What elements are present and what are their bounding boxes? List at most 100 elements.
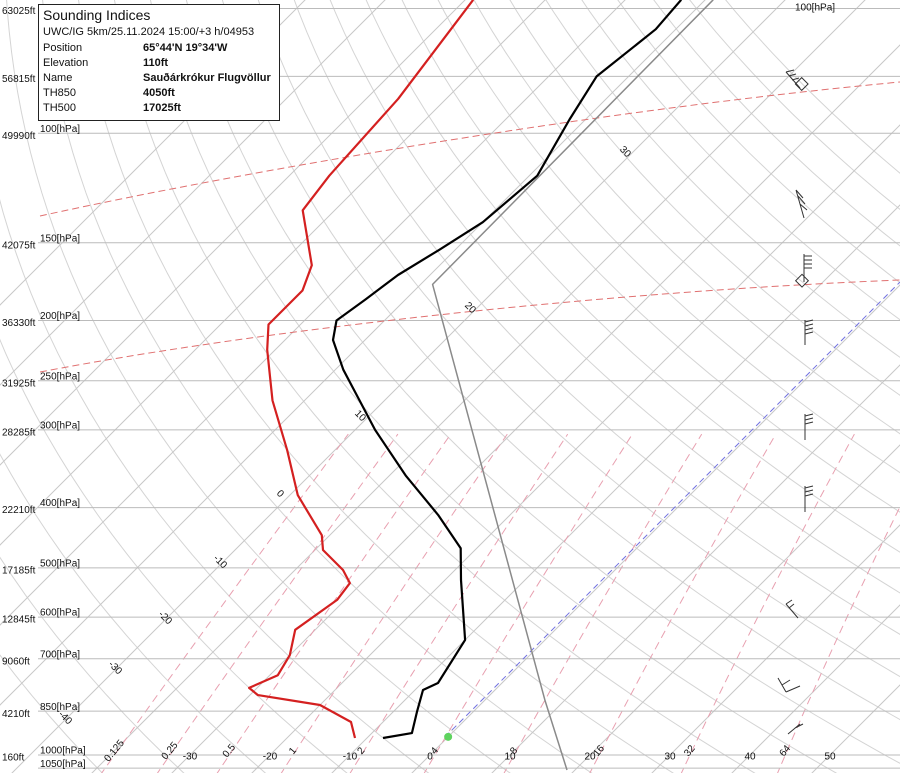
- isotherm-label: 50: [824, 752, 836, 763]
- isotherm-line: [731, 604, 900, 773]
- isobar-label: 100[hPa]: [40, 124, 80, 135]
- wind-barb: [804, 319, 814, 345]
- mixing-ratio-line: [280, 433, 508, 773]
- altitude-label: 49990ft: [2, 131, 36, 142]
- tropopause-curve: [39, 81, 900, 217]
- dry-adiabat: [329, 0, 900, 594]
- dry-adiabat: [0, 556, 185, 773]
- mixing-ratio-line: [777, 505, 900, 773]
- row: Elevation 110ft: [43, 56, 271, 71]
- altitude-label: 22210ft: [2, 505, 36, 516]
- isotherm-line: [491, 364, 900, 773]
- mixing-ratio-label: 64: [778, 743, 794, 759]
- isotherm-line: [0, 0, 546, 546]
- isotherm-line: [171, 44, 900, 773]
- profile-line: [331, 0, 683, 740]
- altitude-label: 9060ft: [2, 656, 30, 667]
- dry-adiabat: [473, 0, 900, 435]
- isobar-label: 1050[hPa]: [40, 759, 86, 770]
- isotherm-line: [411, 284, 900, 773]
- key: Elevation: [43, 56, 89, 69]
- adiabat-label: -30: [106, 659, 124, 677]
- dry-adiabat: [653, 0, 900, 247]
- lifted-line: [444, 281, 900, 738]
- isotherm-line: [11, 0, 786, 773]
- isotherm-line: [0, 0, 626, 626]
- isobar-label: 200[hPa]: [40, 311, 80, 322]
- dry-adiabat: [581, 0, 900, 321]
- isotherm-label: -10: [343, 752, 358, 763]
- label-layer: -30 -20 -10 0 10 20 30 40 500.125 0.25 0.5 1 2 4 8 16 32…: [2, 3, 836, 770]
- sounding-indices-box: Sounding Indices UWC/IG 5km/25.11.2024 1…: [38, 4, 280, 121]
- dry-adiabat: [689, 0, 900, 211]
- dry-adiabat: [437, 0, 900, 474]
- mixing-ratio-line: [589, 433, 777, 773]
- profile-line: [431, 0, 714, 771]
- mixing-ratio-label: 1: [287, 745, 299, 757]
- mixing-ratio-line: [423, 433, 633, 773]
- value: 110ft: [143, 56, 169, 69]
- key: TH500: [43, 101, 77, 114]
- wind-barb: [785, 599, 799, 619]
- box-title: Sounding Indices: [43, 7, 151, 23]
- dry-adiabat: [293, 0, 900, 635]
- altitude-label: 56815ft: [2, 74, 36, 85]
- altitude-label: 28285ft: [2, 428, 36, 439]
- mixing-ratio-line: [101, 433, 349, 773]
- adiabat-label: 20: [462, 300, 478, 316]
- dry-adiabat: [221, 0, 900, 721]
- wind-barb: [777, 677, 801, 693]
- isotherm-line: [571, 444, 900, 773]
- wind-barb: [795, 189, 808, 219]
- mixing-ratio-label: 2: [355, 745, 367, 757]
- altitude-label: 17185ft: [2, 565, 36, 576]
- isobar-label: 400[hPa]: [40, 498, 80, 509]
- mixing-ratio-line: [503, 433, 703, 773]
- isobar-label: 300[hPa]: [40, 421, 80, 432]
- altitude-label: 160ft: [2, 753, 24, 764]
- isobar-label: 500[hPa]: [40, 558, 80, 569]
- altitude-label: 31925ft: [2, 378, 36, 389]
- mixing-ratio-line: [680, 433, 855, 773]
- value: Sauðárkrókur Flugvöllur: [143, 71, 271, 84]
- mixing-ratio-line: [349, 433, 569, 773]
- altitude-label: 63025ft: [2, 6, 36, 17]
- key: TH850: [43, 86, 77, 99]
- wind-barb: [787, 723, 804, 735]
- box-subtitle: UWC/IG 5km/25.11.2024 15:00/+3 h/04953: [43, 26, 255, 38]
- key: Name: [43, 71, 73, 84]
- isobar-label: 1000[hPa]: [40, 746, 86, 757]
- isotherm-label: 0: [427, 752, 433, 763]
- row: Position 65°44'N 19°34'W: [43, 41, 271, 56]
- value: 65°44'N 19°34'W: [143, 41, 228, 54]
- isotherm-label: 30: [664, 752, 676, 763]
- isobar-label: 250[hPa]: [40, 371, 80, 382]
- indices-table: Position 65°44'N 19°34'W Elevation 110ft N…: [43, 41, 271, 116]
- value: 4050ft: [143, 86, 175, 99]
- isobar-label: 100[hPa]: [795, 3, 835, 14]
- isotherm-line: [811, 684, 900, 773]
- wind-barb: [803, 254, 812, 282]
- mixing-ratio-label: 4: [429, 745, 441, 757]
- isobar-label: 700[hPa]: [40, 649, 80, 660]
- mixing-ratio-label: 8: [508, 745, 520, 757]
- dry-adiabat: [617, 0, 900, 284]
- row: Name Sauðárkrókur Flugvöllur: [43, 71, 271, 86]
- isotherm-label: -20: [263, 752, 278, 763]
- isobar-label: 850[hPa]: [40, 702, 80, 713]
- isotherm-label: 40: [744, 752, 756, 763]
- mixing-ratio-label: 0.5: [221, 742, 239, 760]
- wind-marker: [794, 273, 810, 288]
- isobar-label: 600[hPa]: [40, 608, 80, 619]
- profile-line: [248, 0, 475, 739]
- isotherm-label: 10: [504, 752, 516, 763]
- isotherm-label: 20: [584, 752, 596, 763]
- isotherm-line: [0, 0, 466, 466]
- dry-adiabat: [6, 0, 511, 773]
- dry-adiabat: [365, 0, 900, 553]
- dry-adiabat: [725, 0, 900, 174]
- row: TH500 17025ft: [43, 101, 271, 116]
- isotherm-line: [91, 0, 866, 773]
